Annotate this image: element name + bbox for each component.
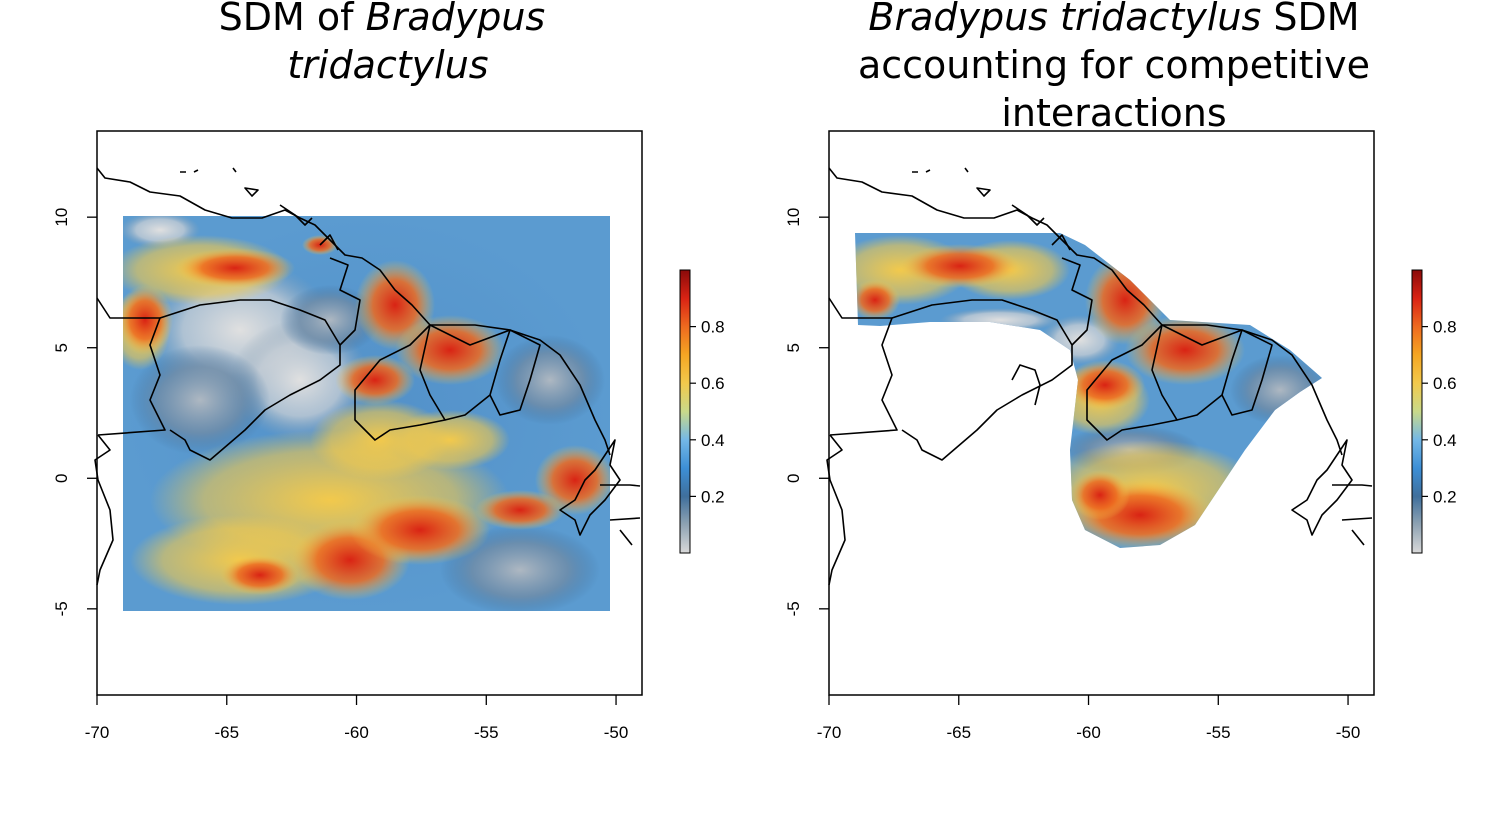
right-y-tick-label: 0 xyxy=(784,474,803,483)
left-y-axis: 10 5 0 -5 xyxy=(52,208,97,616)
left-title-segment: Bradypus xyxy=(366,0,546,39)
right-colorbar-tick-label: 0.8 xyxy=(1433,318,1457,337)
right-plot-frame xyxy=(828,130,1375,696)
right-map-title: Bradypus tridactylus SDM accounting for … xyxy=(858,0,1382,135)
right-title-segment: Bradypus tridactylus xyxy=(868,0,1261,39)
right-y-tick-label: -5 xyxy=(784,601,803,616)
left-y-tick-label: 5 xyxy=(52,343,71,352)
right-colorbar: 0.8 0.6 0.4 0.2 xyxy=(1411,269,1457,554)
right-title-line-3: interactions xyxy=(1001,91,1226,135)
left-x-axis: -70 -65 -60 -55 -50 xyxy=(85,695,629,742)
right-x-tick-label: -55 xyxy=(1206,723,1231,742)
left-title-segment: tridactylus xyxy=(287,43,488,87)
left-x-tick-label: -50 xyxy=(604,723,629,742)
left-colorbar-tick-label: 0.6 xyxy=(701,374,725,393)
right-country-borders xyxy=(826,167,1373,586)
right-y-tick-label: 5 xyxy=(784,343,803,352)
right-x-axis: -70 -65 -60 -55 -50 xyxy=(817,695,1361,742)
right-title-segment: accounting for competitive xyxy=(858,43,1370,87)
right-colorbar-tick-label: 0.6 xyxy=(1433,374,1457,393)
left-colorbar-ramp xyxy=(679,269,691,554)
left-x-tick-label: -55 xyxy=(474,723,499,742)
right-suitability-raster xyxy=(855,233,1322,548)
right-x-tick-label: -50 xyxy=(1336,723,1361,742)
right-colorbar-ramp xyxy=(1411,269,1423,554)
left-map-title: SDM of Bradypus tridactylus xyxy=(219,0,558,87)
right-x-tick-label: -60 xyxy=(1076,723,1101,742)
right-title-line-2: accounting for competitive xyxy=(858,43,1370,87)
left-colorbar-tick-label: 0.4 xyxy=(701,431,725,450)
left-colorbar: 0.8 0.6 0.4 0.2 xyxy=(679,269,725,554)
left-x-tick-label: -65 xyxy=(214,723,239,742)
left-x-tick-label: -70 xyxy=(85,723,110,742)
right-colorbar-tick-label: 0.2 xyxy=(1433,487,1457,506)
left-y-tick-label: 0 xyxy=(52,474,71,483)
right-title-segment: interactions xyxy=(1001,91,1226,135)
right-y-tick-label: 10 xyxy=(784,208,803,227)
left-country-borders xyxy=(94,167,641,586)
left-suitability-raster xyxy=(123,216,610,611)
left-map-panel: SDM of Bradypus tridactylus xyxy=(52,0,725,742)
left-title-line-1: SDM of Bradypus xyxy=(219,0,546,39)
right-x-tick-label: -65 xyxy=(946,723,971,742)
left-colorbar-tick-label: 0.2 xyxy=(701,487,725,506)
left-y-tick-label: 10 xyxy=(52,208,71,227)
left-x-tick-label: -60 xyxy=(344,723,369,742)
left-plot-frame xyxy=(96,130,643,696)
right-x-tick-label: -70 xyxy=(817,723,842,742)
right-title-segment: SDM xyxy=(1261,0,1359,39)
right-title-line-1: Bradypus tridactylus SDM xyxy=(868,0,1359,39)
left-y-tick-label: -5 xyxy=(52,601,71,616)
right-map-panel: Bradypus tridactylus SDM accounting for … xyxy=(784,0,1457,742)
right-colorbar-tick-label: 0.4 xyxy=(1433,431,1457,450)
right-y-axis: 10 5 0 -5 xyxy=(784,208,829,616)
left-title-segment: SDM of xyxy=(219,0,366,39)
left-title-line-2: tridactylus xyxy=(287,43,488,87)
left-colorbar-tick-label: 0.8 xyxy=(701,318,725,337)
